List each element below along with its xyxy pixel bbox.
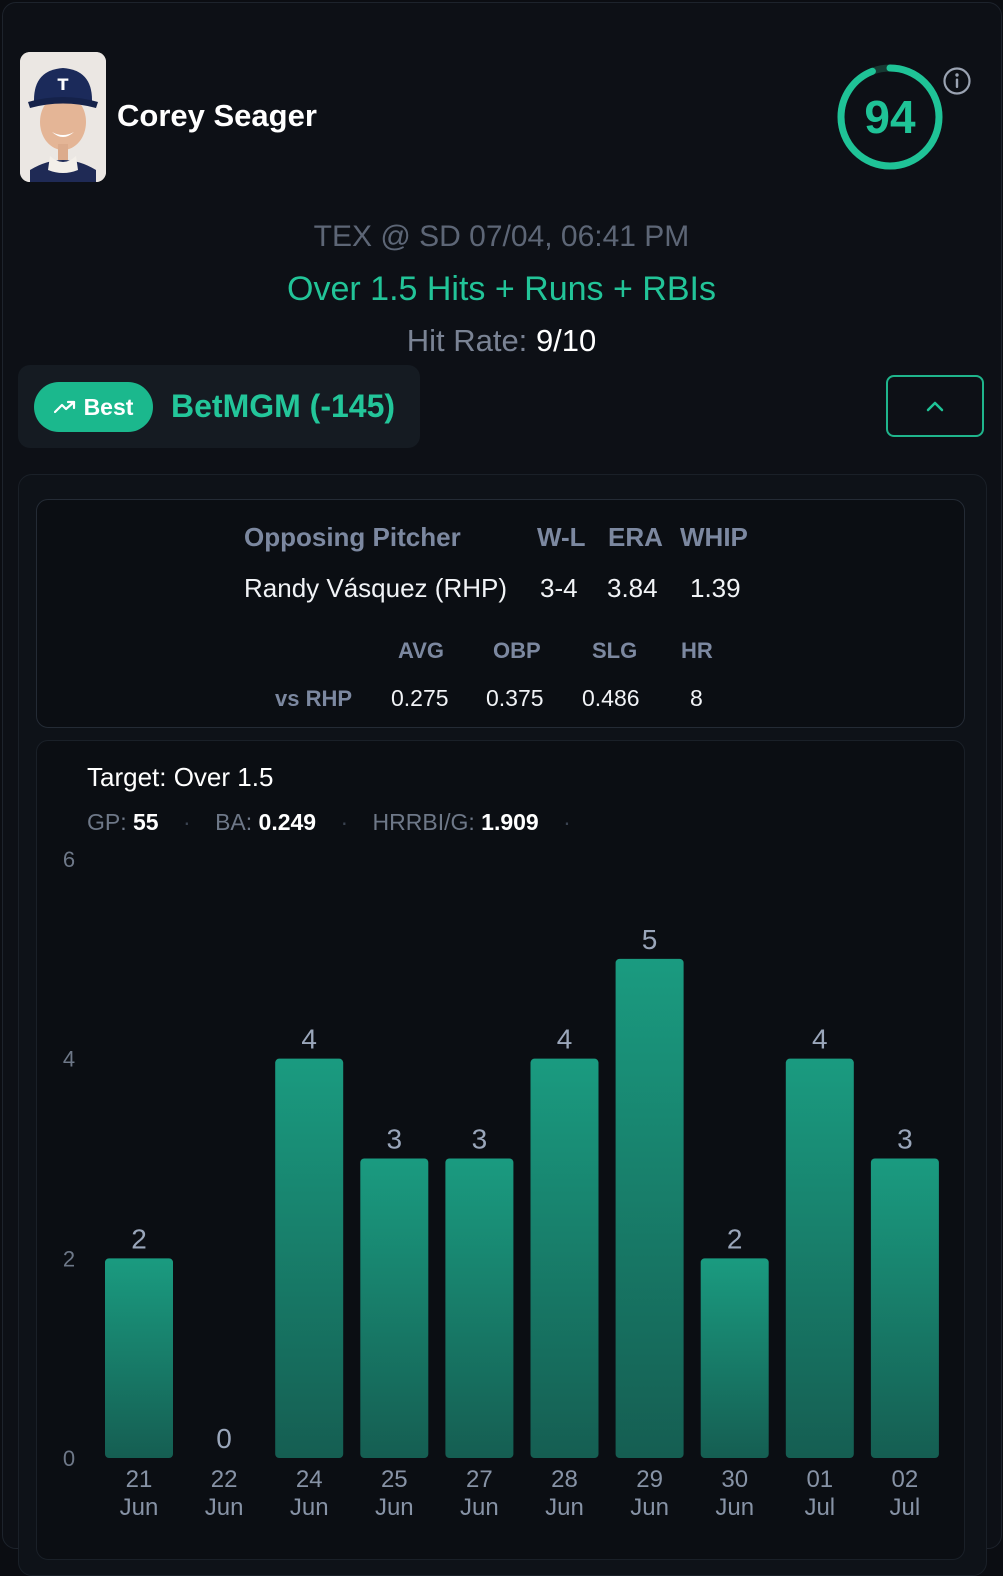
header-whip: WHIP <box>680 522 748 552</box>
x-tick-month: Jun <box>290 1494 329 1521</box>
header-era: ERA <box>608 522 663 552</box>
separator-dot: · <box>340 809 349 835</box>
x-tick-month: Jul <box>890 1494 921 1521</box>
score-value: 94 <box>864 91 916 143</box>
x-tick-month: Jun <box>545 1494 584 1521</box>
x-tick-day: 01 <box>806 1466 833 1493</box>
bar-value-label: 3 <box>897 1124 913 1155</box>
trending-up-icon <box>53 400 75 414</box>
info-icon[interactable] <box>942 66 972 96</box>
x-tick-month: Jul <box>804 1494 835 1521</box>
header-wl: W-L <box>537 522 586 552</box>
split-hr: 8 <box>690 685 703 711</box>
hrrbi-label: HRRBI/G: <box>372 809 475 835</box>
header-hr: HR <box>681 638 713 663</box>
separator-dot: · <box>183 809 191 835</box>
best-badge: Best <box>34 382 153 432</box>
bar-value-label: 3 <box>387 1124 403 1155</box>
ba-value: 0.249 <box>258 809 317 835</box>
bar[interactable] <box>530 1058 599 1458</box>
hit-rate-value: 9/10 <box>535 323 597 358</box>
hrrbi-bar-chart: 0246221Jun022Jun424Jun325Jun327Jun428Jun… <box>63 847 939 1521</box>
bar-value-label: 4 <box>812 1024 828 1055</box>
bar[interactable] <box>615 958 684 1458</box>
split-avg: 0.275 <box>391 685 449 711</box>
x-tick-day: 30 <box>721 1466 748 1493</box>
x-tick-month: Jun <box>715 1494 754 1521</box>
pitcher-stats-box <box>36 499 965 728</box>
split-obp: 0.375 <box>486 685 544 711</box>
gp-value: 55 <box>133 809 159 835</box>
header-slg: SLG <box>592 638 638 663</box>
bar-value-label: 2 <box>727 1223 743 1254</box>
header-avg: AVG <box>398 638 445 663</box>
gp-label: GP: <box>87 809 127 835</box>
svg-text:T: T <box>58 75 69 94</box>
x-tick-month: Jun <box>375 1494 414 1521</box>
bar[interactable] <box>360 1158 429 1459</box>
y-tick-label: 6 <box>63 847 75 872</box>
pitcher-wl: 3-4 <box>540 573 578 603</box>
bar[interactable] <box>785 1058 854 1458</box>
x-tick-day: 29 <box>636 1466 663 1493</box>
target-stats: GP: 55 · BA: 0.249 · HRRBI/G: 1.909 · <box>87 809 589 836</box>
split-slg: 0.486 <box>582 685 640 711</box>
bar[interactable] <box>445 1158 514 1459</box>
x-tick-day: 22 <box>211 1466 238 1493</box>
x-tick-day: 24 <box>296 1466 323 1493</box>
separator-dot: · <box>563 809 571 835</box>
y-tick-label: 2 <box>63 1246 75 1271</box>
x-tick-day: 27 <box>466 1466 493 1493</box>
header-opposing-pitcher: Opposing Pitcher <box>244 522 461 552</box>
bar-value-label: 4 <box>301 1024 317 1055</box>
bar-value-label: 2 <box>131 1223 147 1254</box>
bar-value-label: 5 <box>642 924 658 955</box>
hit-rate: Hit Rate: 9/10 <box>0 323 1003 359</box>
bar[interactable] <box>105 1258 173 1458</box>
player-name: Corey Seager <box>117 98 317 133</box>
player-avatar: T <box>20 52 106 182</box>
prop-description: Over 1.5 Hits + Runs + RBIs <box>287 270 716 308</box>
split-label: vs RHP <box>275 686 353 711</box>
bar[interactable] <box>700 1258 769 1458</box>
ba-label: BA: <box>215 809 253 835</box>
bar-value-label: 4 <box>557 1024 573 1055</box>
x-tick-day: 21 <box>126 1466 153 1493</box>
pitcher-name: Randy Vásquez (RHP) <box>244 573 507 603</box>
pitcher-era: 3.84 <box>607 573 658 603</box>
best-label: Best <box>83 393 134 420</box>
bar-value-label: 3 <box>472 1124 488 1155</box>
hit-rate-label: Hit Rate: <box>406 323 528 358</box>
bar[interactable] <box>275 1058 344 1458</box>
header-obp: OBP <box>493 638 541 663</box>
score-ring <box>837 64 943 170</box>
y-tick-label: 0 <box>63 1446 75 1471</box>
target-label: Target: Over 1.5 <box>87 762 274 792</box>
x-tick-month: Jun <box>460 1494 499 1521</box>
game-matchup: TEX @ SD 07/04, 06:41 PM <box>313 220 690 253</box>
chevron-up-icon <box>926 401 944 412</box>
x-tick-month: Jun <box>205 1494 244 1521</box>
x-tick-day: 28 <box>551 1466 578 1493</box>
bar-value-label: 0 <box>216 1423 232 1454</box>
x-tick-month: Jun <box>630 1494 669 1521</box>
pitcher-whip: 1.39 <box>690 573 741 603</box>
x-tick-day: 25 <box>381 1466 408 1493</box>
collapse-button[interactable] <box>886 375 984 437</box>
bar[interactable] <box>870 1158 939 1459</box>
hrrbi-value: 1.909 <box>481 809 539 835</box>
sportsbook-odds[interactable]: BetMGM (-145) <box>171 388 396 424</box>
x-tick-month: Jun <box>120 1494 159 1521</box>
y-tick-label: 4 <box>63 1047 75 1072</box>
x-tick-day: 02 <box>892 1466 919 1493</box>
